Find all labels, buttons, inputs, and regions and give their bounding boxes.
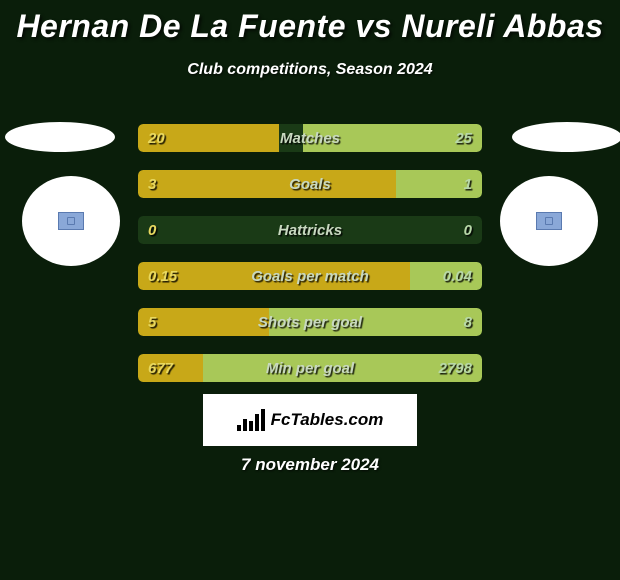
stat-value-right: 0.04 <box>443 262 472 290</box>
player-left-ellipse <box>5 122 115 152</box>
stat-label: Min per goal <box>138 354 482 382</box>
brand-text: FcTables.com <box>271 410 384 430</box>
stat-value-left: 20 <box>148 124 165 152</box>
stat-row: Matches20 25 <box>138 124 482 152</box>
placeholder-icon <box>58 212 84 230</box>
player-right-ellipse <box>512 122 620 152</box>
stat-value-left: 0.15 <box>148 262 177 290</box>
stat-label: Goals <box>138 170 482 198</box>
stat-label: Hattricks <box>138 216 482 244</box>
brand-badge: FcTables.com <box>203 394 417 446</box>
stat-row: Hattricks0 0 <box>138 216 482 244</box>
stat-value-left: 0 <box>148 216 156 244</box>
stat-row: Shots per goal5 8 <box>138 308 482 336</box>
stat-label: Matches <box>138 124 482 152</box>
stat-value-left: 677 <box>148 354 173 382</box>
footer-date: 7 november 2024 <box>0 455 620 475</box>
stat-row: Goals3 1 <box>138 170 482 198</box>
stat-value-left: 3 <box>148 170 156 198</box>
player-left-avatar <box>22 176 120 266</box>
placeholder-icon <box>536 212 562 230</box>
stat-value-right: 2798 <box>439 354 472 382</box>
stat-value-right: 0 <box>464 216 472 244</box>
page-title: Hernan De La Fuente vs Nureli Abbas <box>0 0 620 45</box>
subtitle: Club competitions, Season 2024 <box>0 61 620 79</box>
stat-row: Goals per match0.15 0.04 <box>138 262 482 290</box>
bars-icon <box>237 409 265 431</box>
stats-panel: Matches20 25 Goals3 1 Hattricks0 0 Goals per m… <box>138 124 482 400</box>
player-right-avatar <box>500 176 598 266</box>
stat-value-right: 8 <box>464 308 472 336</box>
stat-value-right: 1 <box>464 170 472 198</box>
stat-label: Shots per goal <box>138 308 482 336</box>
stat-value-right: 25 <box>455 124 472 152</box>
stat-row: Min per goal677 2798 <box>138 354 482 382</box>
stat-label: Goals per match <box>138 262 482 290</box>
stat-value-left: 5 <box>148 308 156 336</box>
